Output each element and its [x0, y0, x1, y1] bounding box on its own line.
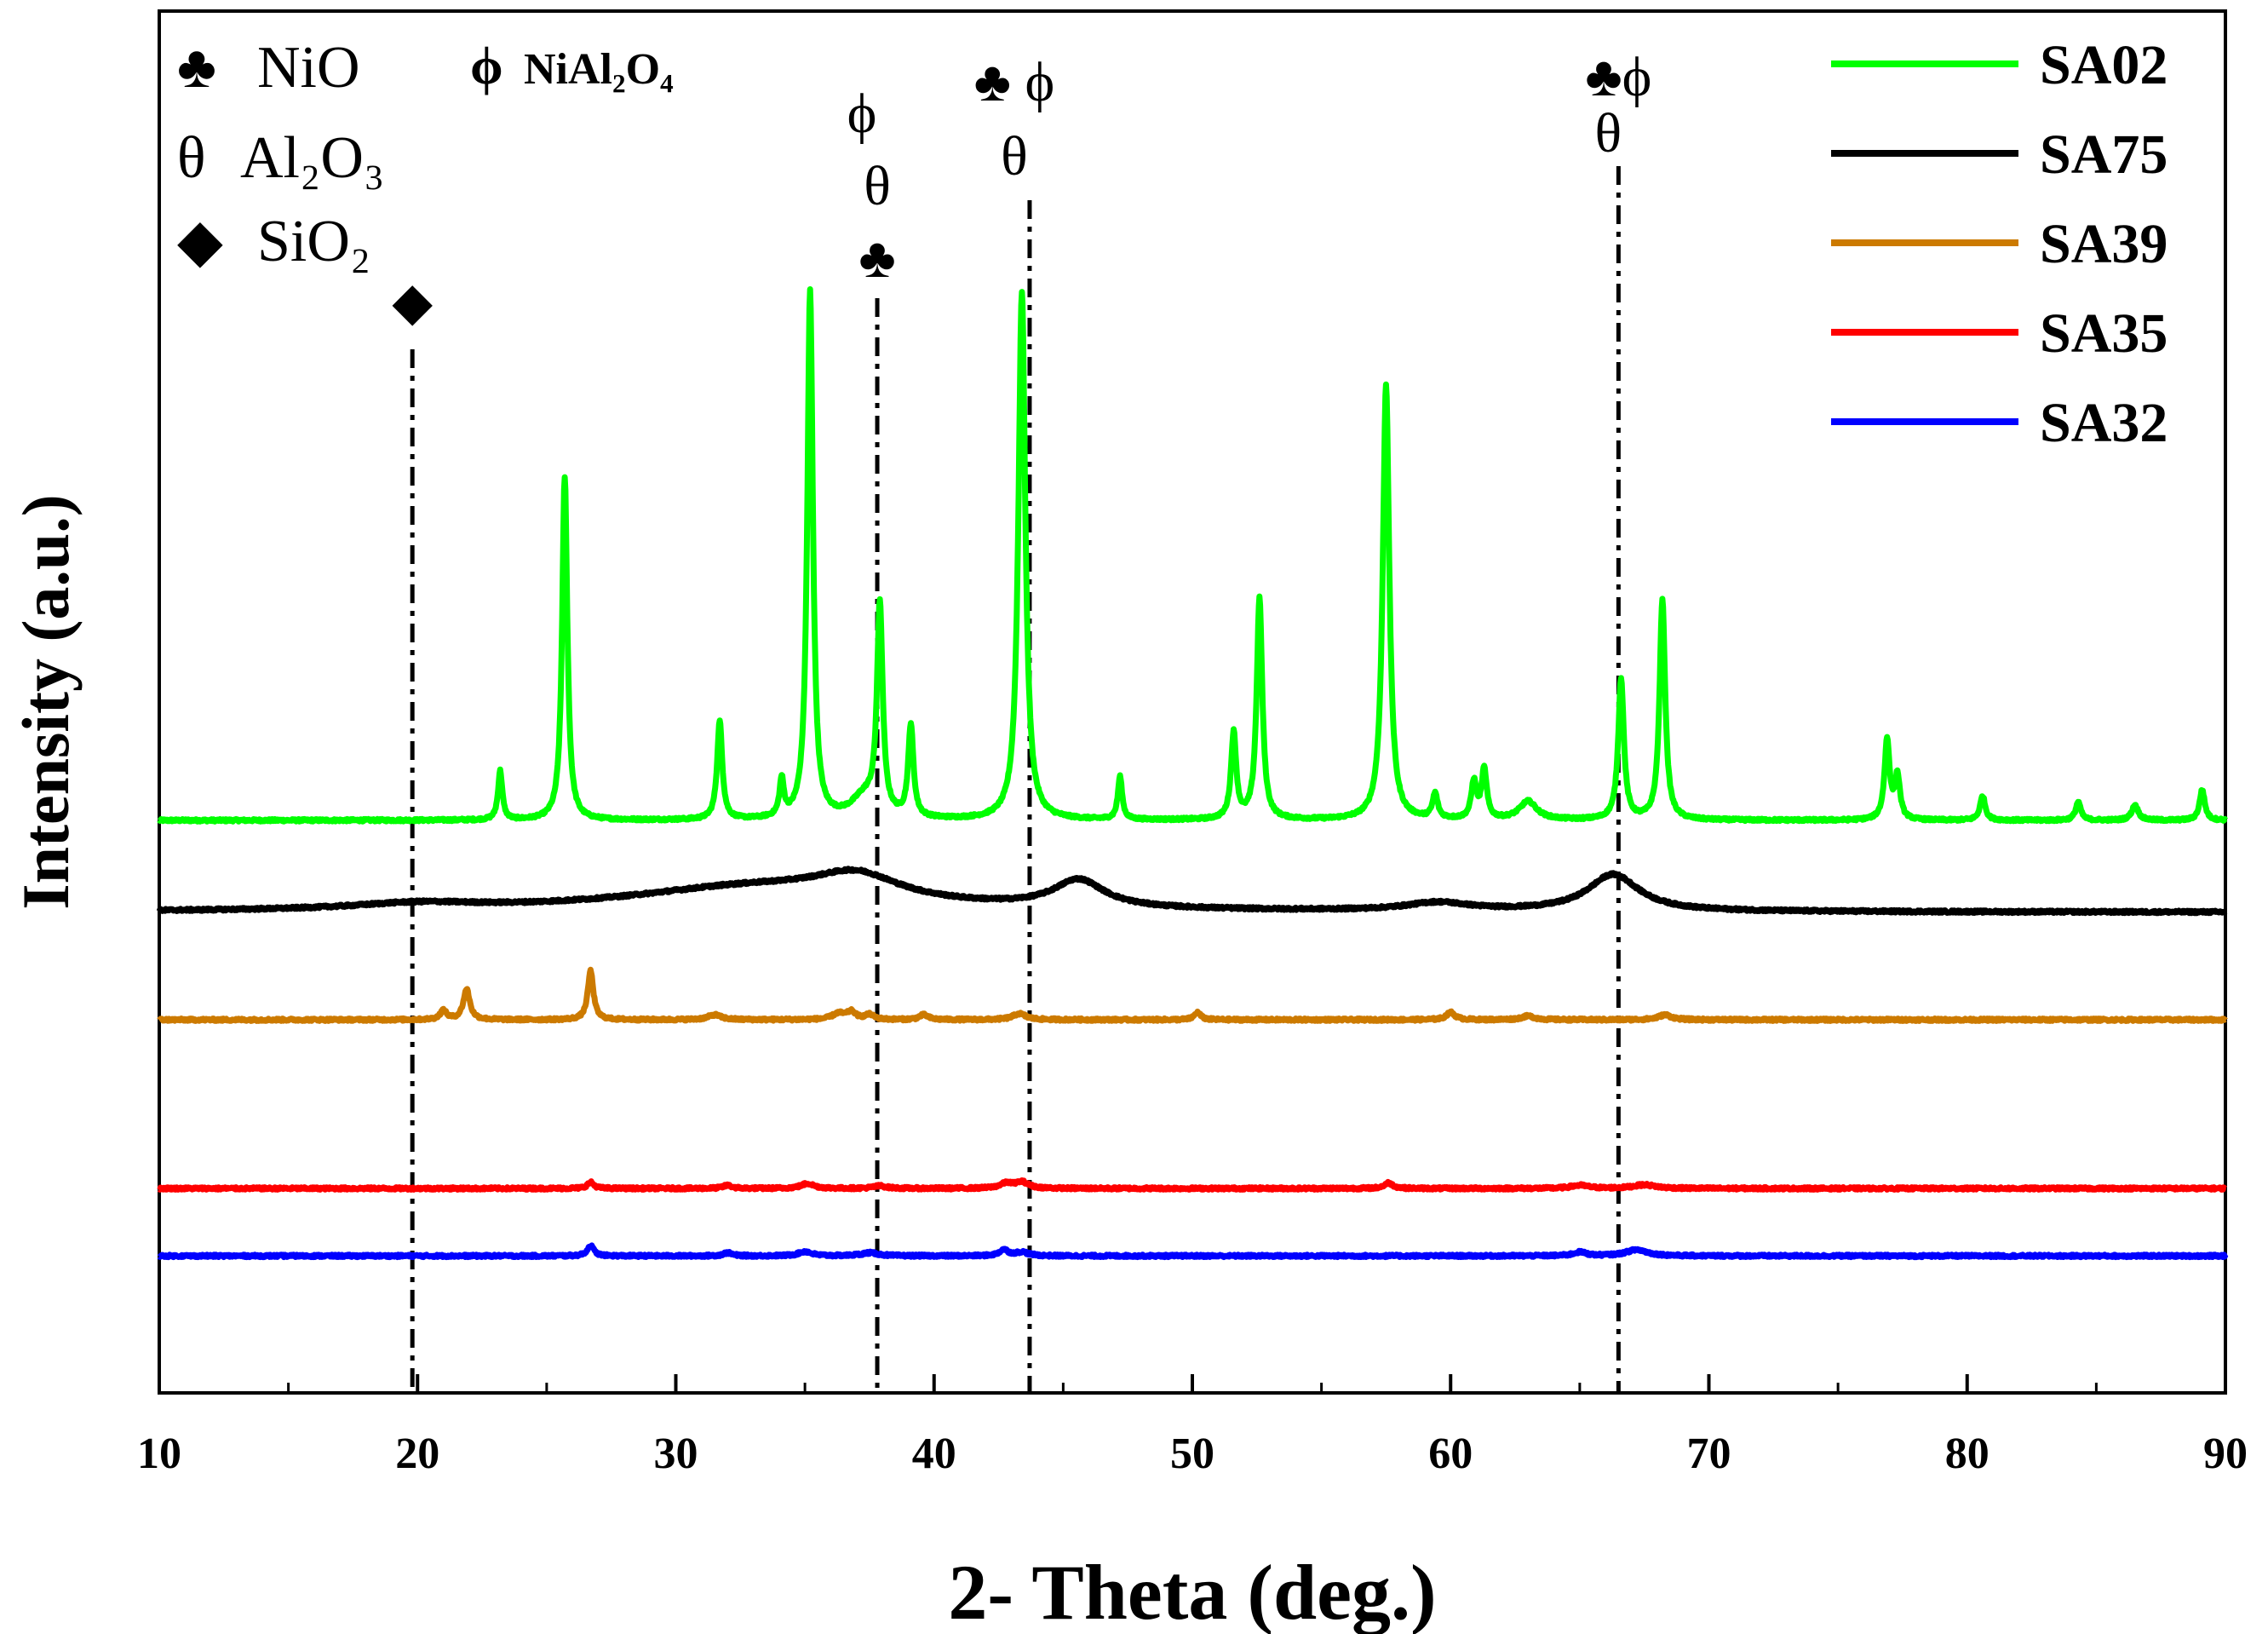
series-line-sa75 — [156, 866, 2228, 917]
x-tick-label: 50 — [1170, 1430, 1214, 1478]
x-tick-label: 90 — [2203, 1430, 2248, 1478]
phase-marker: ♣ϕ — [1585, 46, 1651, 108]
x-tick-label: 10 — [137, 1430, 181, 1478]
x-tick-label: 60 — [1428, 1430, 1473, 1478]
phase-marker: ♣ — [858, 227, 895, 290]
y-axis-title: Intensity (a.u.) — [9, 494, 83, 910]
phase-symbol-nio: ♣ — [177, 35, 216, 101]
series-line-sa35 — [157, 1177, 2228, 1193]
phase-name-nio: NiO — [257, 35, 360, 101]
x-tick-label: 70 — [1687, 1430, 1731, 1478]
legend-label-sa39: SA39 — [2040, 213, 2168, 275]
phase-marker: θ — [1001, 125, 1028, 187]
phase-marker: ϕ — [847, 83, 877, 145]
phase-legend: ♣ NiO θ Al₂O₃ ◆ SiO₂ ϕ NiAl₂O₄ — [177, 35, 674, 274]
phase-name-sio2: SiO₂ — [257, 209, 370, 274]
phase-marker: θ — [1595, 102, 1622, 164]
phase-symbol-nial2o4: ϕ — [470, 37, 503, 95]
phase-marker: θ — [864, 155, 891, 217]
legend-label-sa35: SA35 — [2040, 302, 2168, 365]
reference-lines — [410, 166, 1621, 1393]
x-axis-title: 2- Theta (deg.) — [948, 1549, 1436, 1634]
series-legend: SA02 SA75 SA39 SA35 SA32 — [1831, 34, 2168, 454]
x-tick-label: 20 — [395, 1430, 439, 1478]
series-layer — [156, 286, 2229, 1261]
x-tick-label: 40 — [912, 1430, 956, 1478]
phase-marker: ♣ ϕ — [974, 51, 1055, 113]
series-line-sa02 — [157, 286, 2228, 825]
phase-name-al2o3: Al₂O₃ — [240, 125, 384, 191]
phase-symbol-sio2: ◆ — [177, 209, 223, 274]
phase-markers: ◆ϕθ♣♣ ϕθ♣ϕθ — [392, 46, 1651, 331]
series-line-sa32 — [157, 1242, 2229, 1261]
x-tick-label: 30 — [654, 1430, 698, 1478]
legend-label-sa32: SA32 — [2040, 392, 2168, 454]
phase-marker: ◆ — [392, 273, 433, 331]
x-tick-label: 80 — [1945, 1430, 1990, 1478]
legend-label-sa02: SA02 — [2040, 34, 2168, 96]
series-line-sa39 — [157, 966, 2228, 1024]
legend-label-sa75: SA75 — [2040, 124, 2168, 186]
phase-name-nial2o4: NiAl₂O₄ — [524, 45, 674, 94]
phase-symbol-al2o3: θ — [177, 125, 206, 191]
x-axis-ticks: 10 20 30 40 50 60 70 80 90 — [137, 1374, 2248, 1478]
